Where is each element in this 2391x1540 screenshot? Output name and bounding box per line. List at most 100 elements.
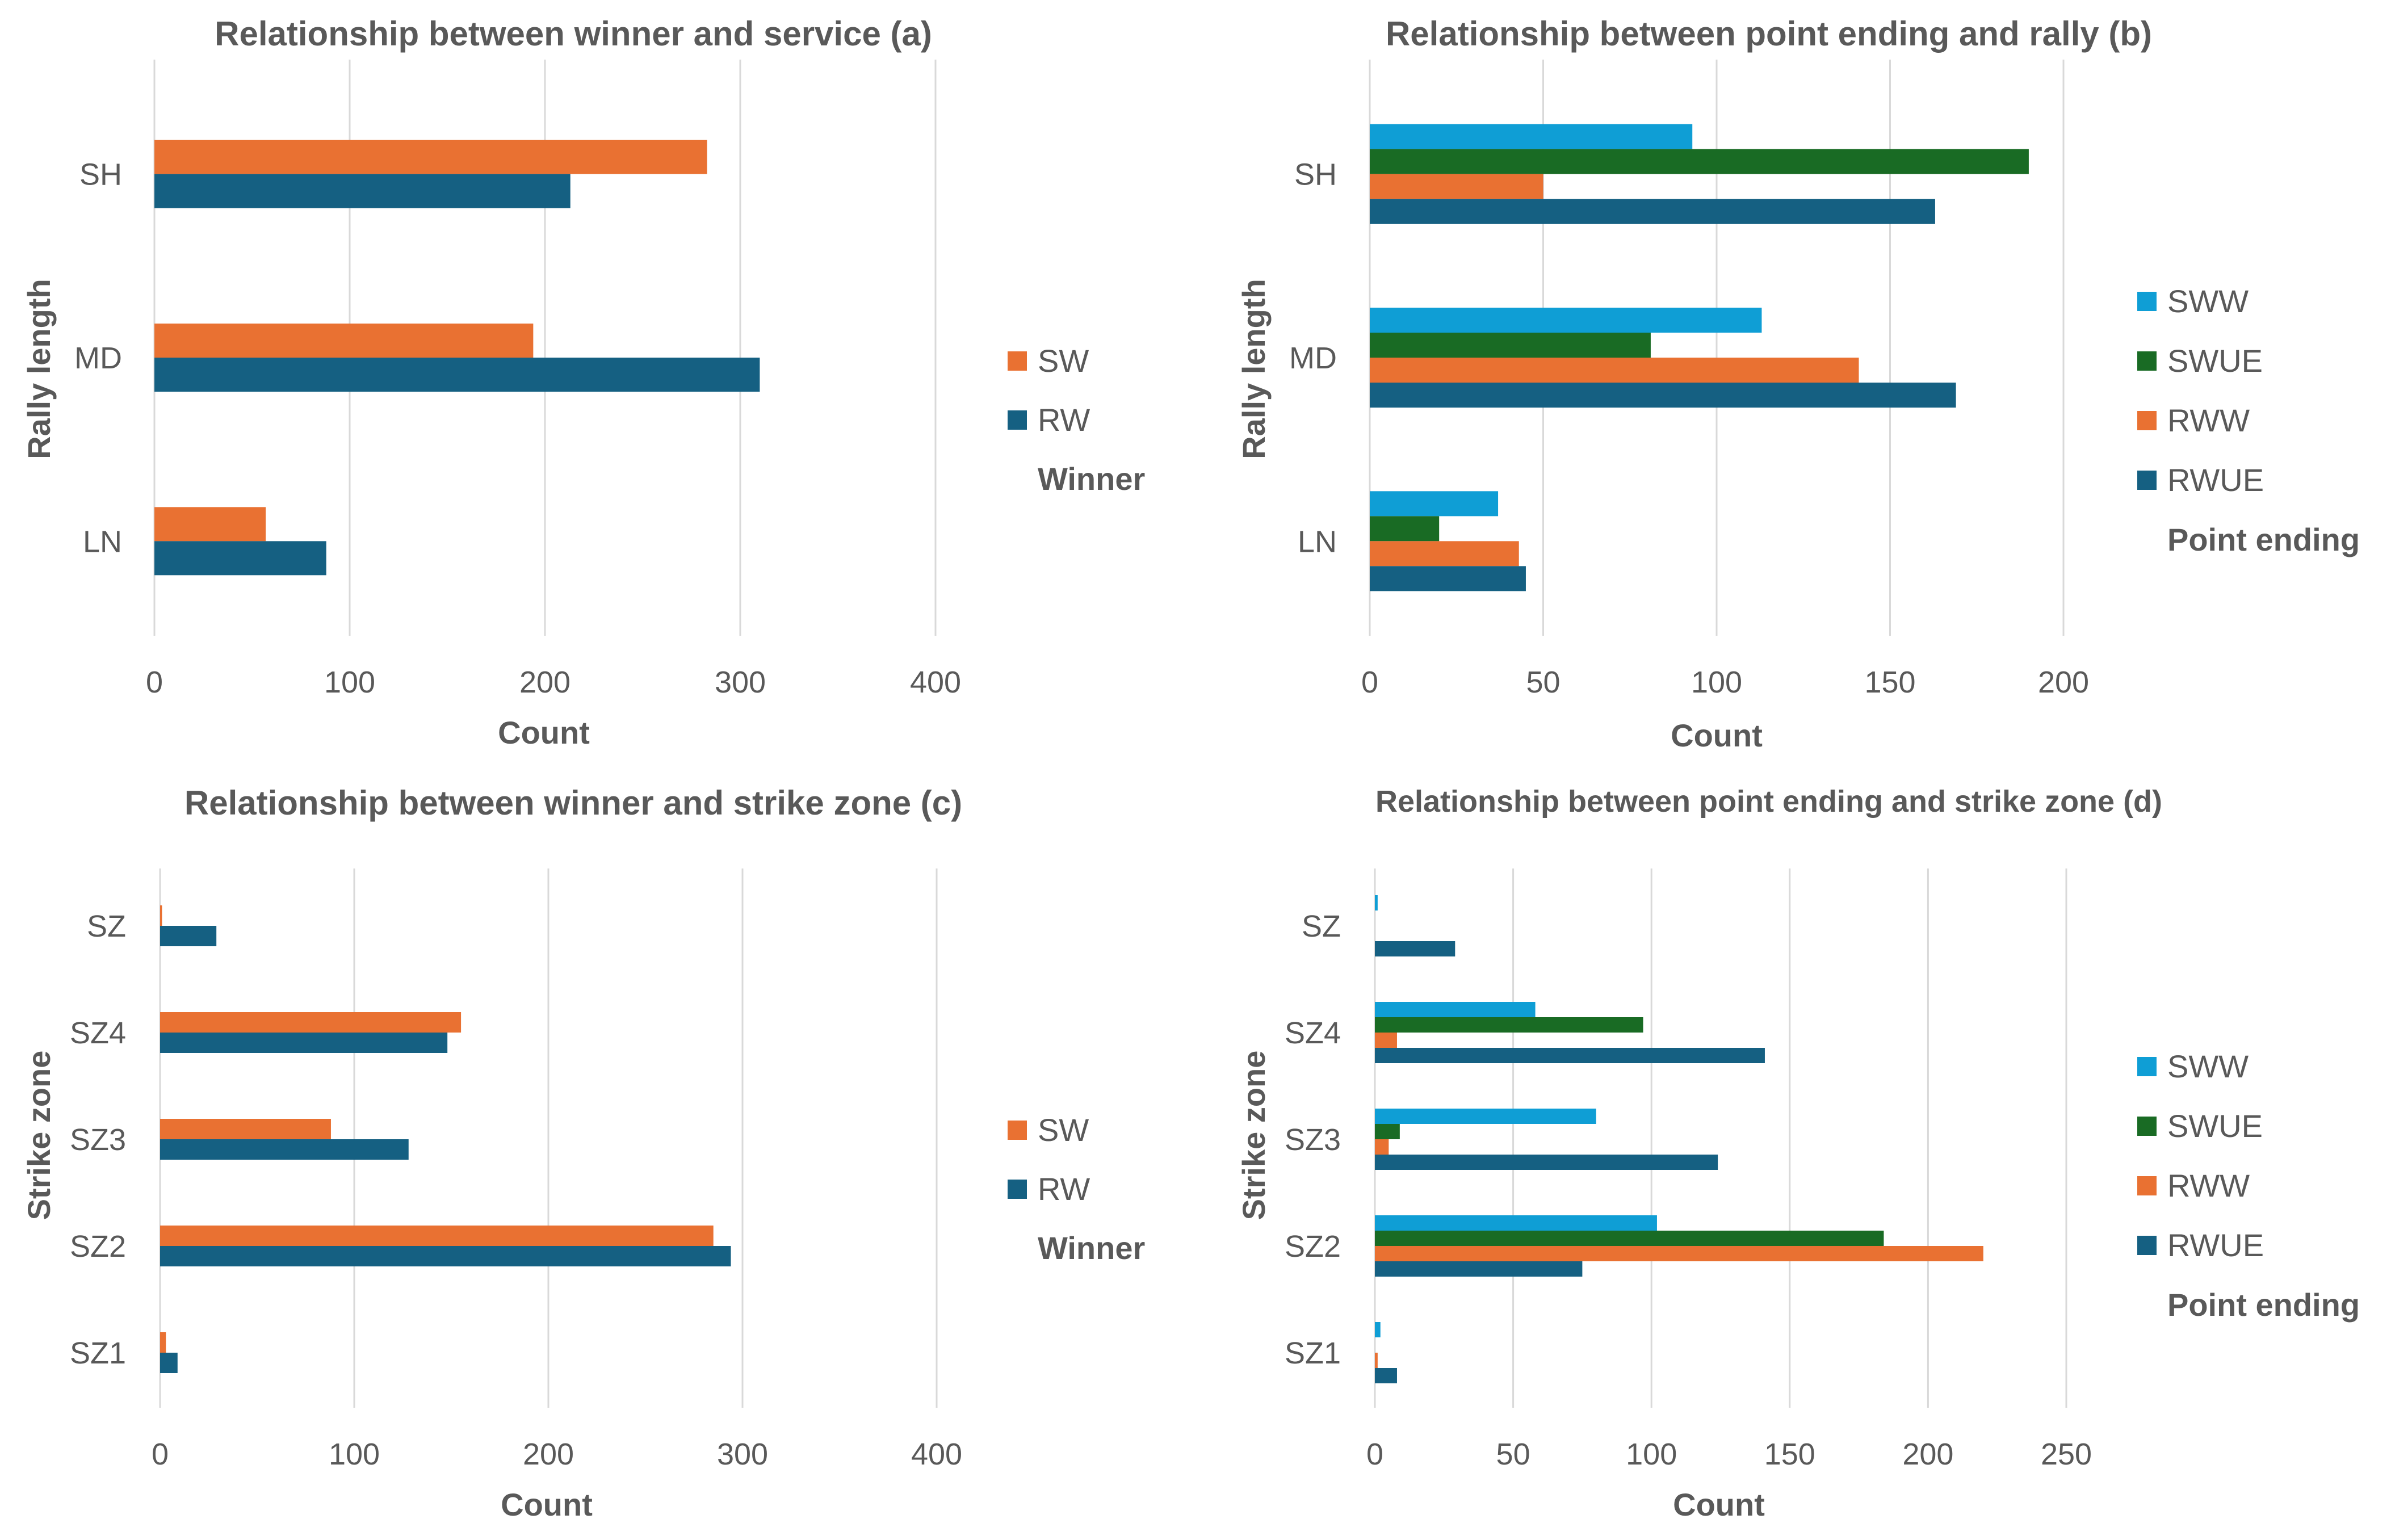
bar-sw-sz2: [160, 1226, 714, 1246]
y-category-label: SH: [79, 158, 122, 192]
legend: SW RW Winner: [1008, 343, 1145, 497]
legend-title: Winner: [1038, 1230, 1145, 1266]
legend: SW RW Winner: [1008, 1112, 1145, 1266]
x-tick-label: 150: [1864, 665, 1915, 699]
x-tick-label: 150: [1764, 1437, 1815, 1471]
x-tick-label: 250: [2041, 1437, 2092, 1471]
chart-panel-d: Relationship between point ending and st…: [1236, 784, 2360, 1522]
y-category-label: SH: [1294, 158, 1337, 192]
y-category-label: SZ2: [70, 1230, 126, 1264]
bar-sw-sz1: [160, 1332, 166, 1353]
bar-rw-sz4: [160, 1033, 448, 1053]
bar-rww-md: [1370, 358, 1859, 383]
y-category-label: MD: [74, 341, 122, 375]
bar-rwue-md: [1370, 383, 1956, 408]
legend-label: SWUE: [2167, 343, 2263, 379]
bar-rw-sh: [154, 174, 571, 208]
x-tick-label: 0: [152, 1437, 169, 1471]
bar-rwue-sz2: [1375, 1261, 1583, 1277]
bar-swue-sz4: [1375, 1017, 1643, 1033]
x-tick-label: 0: [1361, 665, 1378, 699]
bar-sww-sh: [1370, 124, 1693, 149]
bar-rw-sz1: [160, 1353, 178, 1373]
legend-label: RWUE: [2167, 462, 2264, 498]
bar-rw-sz3: [160, 1139, 409, 1160]
y-category-label: SZ1: [1285, 1336, 1341, 1370]
y-category-label: MD: [1289, 341, 1337, 375]
bar-swue-sh: [1370, 149, 2029, 174]
bar-rww-sz2: [1375, 1246, 1983, 1261]
y-axis-title: Strike zone: [1236, 1051, 1272, 1220]
legend-label: RWUE: [2167, 1227, 2264, 1263]
bar-sww-sz3: [1375, 1109, 1596, 1124]
bar-sw-sz3: [160, 1119, 331, 1139]
bar-rww-sh: [1370, 174, 1543, 199]
bar-sww-md: [1370, 308, 1762, 333]
x-tick-label: 300: [715, 665, 766, 699]
bar-sww-sz1: [1375, 1322, 1381, 1337]
x-tick-label: 0: [1366, 1437, 1383, 1471]
y-category-label: SZ3: [1285, 1123, 1341, 1157]
x-tick-label: 400: [911, 1437, 962, 1471]
legend: SWW SWUE RWW RWUE Point ending: [2137, 283, 2360, 557]
bar-rww-sz3: [1375, 1139, 1389, 1155]
chart-title: Relationship between point ending and st…: [1375, 784, 2162, 819]
legend-title: Winner: [1038, 461, 1145, 497]
y-axis-title: Rally length: [21, 279, 57, 459]
legend-label: SWW: [2167, 1048, 2249, 1084]
chart-title: Relationship between winner and service …: [215, 15, 932, 53]
bar-swue-sz3: [1375, 1124, 1400, 1139]
legend-swatch: [2137, 351, 2157, 371]
bar-sw-ln: [154, 507, 266, 542]
bar-sww-sz2: [1375, 1215, 1657, 1231]
bar-rwue-ln: [1370, 566, 1526, 591]
x-axis-title: Count: [501, 1487, 593, 1522]
bar-rww-ln: [1370, 541, 1519, 567]
x-tick-label: 400: [910, 665, 961, 699]
y-axis-title: Rally length: [1236, 279, 1272, 459]
bar-sww-sz: [1375, 895, 1378, 910]
x-tick-label: 200: [2038, 665, 2089, 699]
chart-panel-a: Relationship between winner and service …: [21, 15, 1145, 750]
bar-sw-md: [154, 324, 534, 358]
x-tick-label: 300: [717, 1437, 768, 1471]
legend-label: SW: [1038, 343, 1089, 379]
x-tick-label: 100: [1626, 1437, 1677, 1471]
bar-rwue-sh: [1370, 199, 1935, 224]
y-category-label: SZ3: [70, 1123, 126, 1157]
legend-swatch: [2137, 471, 2157, 490]
x-axis-title: Count: [498, 715, 590, 750]
bar-rwue-sz4: [1375, 1048, 1765, 1063]
y-axis-title: Strike zone: [21, 1051, 57, 1220]
y-category-label: SZ: [1302, 909, 1341, 943]
x-tick-label: 200: [523, 1437, 574, 1471]
bar-rw-sz: [160, 926, 217, 946]
legend-label: SW: [1038, 1112, 1089, 1148]
legend-title: Point ending: [2167, 1287, 2360, 1323]
bar-sww-sz4: [1375, 1002, 1536, 1017]
bar-sw-sh: [154, 140, 707, 174]
chart-title: Relationship between point ending and ra…: [1386, 15, 2152, 53]
x-tick-label: 100: [324, 665, 375, 699]
x-tick-label: 0: [146, 665, 163, 699]
x-tick-label: 200: [1902, 1437, 1953, 1471]
legend-label: SWUE: [2167, 1108, 2263, 1144]
legend-title: Point ending: [2167, 522, 2360, 557]
bar-rwue-sz3: [1375, 1155, 1718, 1170]
x-tick-label: 100: [1691, 665, 1742, 699]
bar-sw-sz4: [160, 1012, 462, 1033]
x-tick-label: 50: [1496, 1437, 1530, 1471]
bar-rw-sz2: [160, 1246, 731, 1266]
chart-panel-c: Relationship between winner and strike z…: [21, 784, 1145, 1522]
bar-swue-md: [1370, 333, 1651, 358]
bar-sww-ln: [1370, 491, 1499, 517]
bar-rwue-sz: [1375, 941, 1455, 956]
legend-swatch: [2137, 1236, 2157, 1255]
bar-rw-md: [154, 358, 760, 392]
legend-swatch: [2137, 1176, 2157, 1195]
bar-rww-sz1: [1375, 1353, 1378, 1368]
x-tick-label: 100: [329, 1437, 380, 1471]
bar-rwue-sz1: [1375, 1368, 1397, 1383]
legend-label: SWW: [2167, 283, 2249, 319]
